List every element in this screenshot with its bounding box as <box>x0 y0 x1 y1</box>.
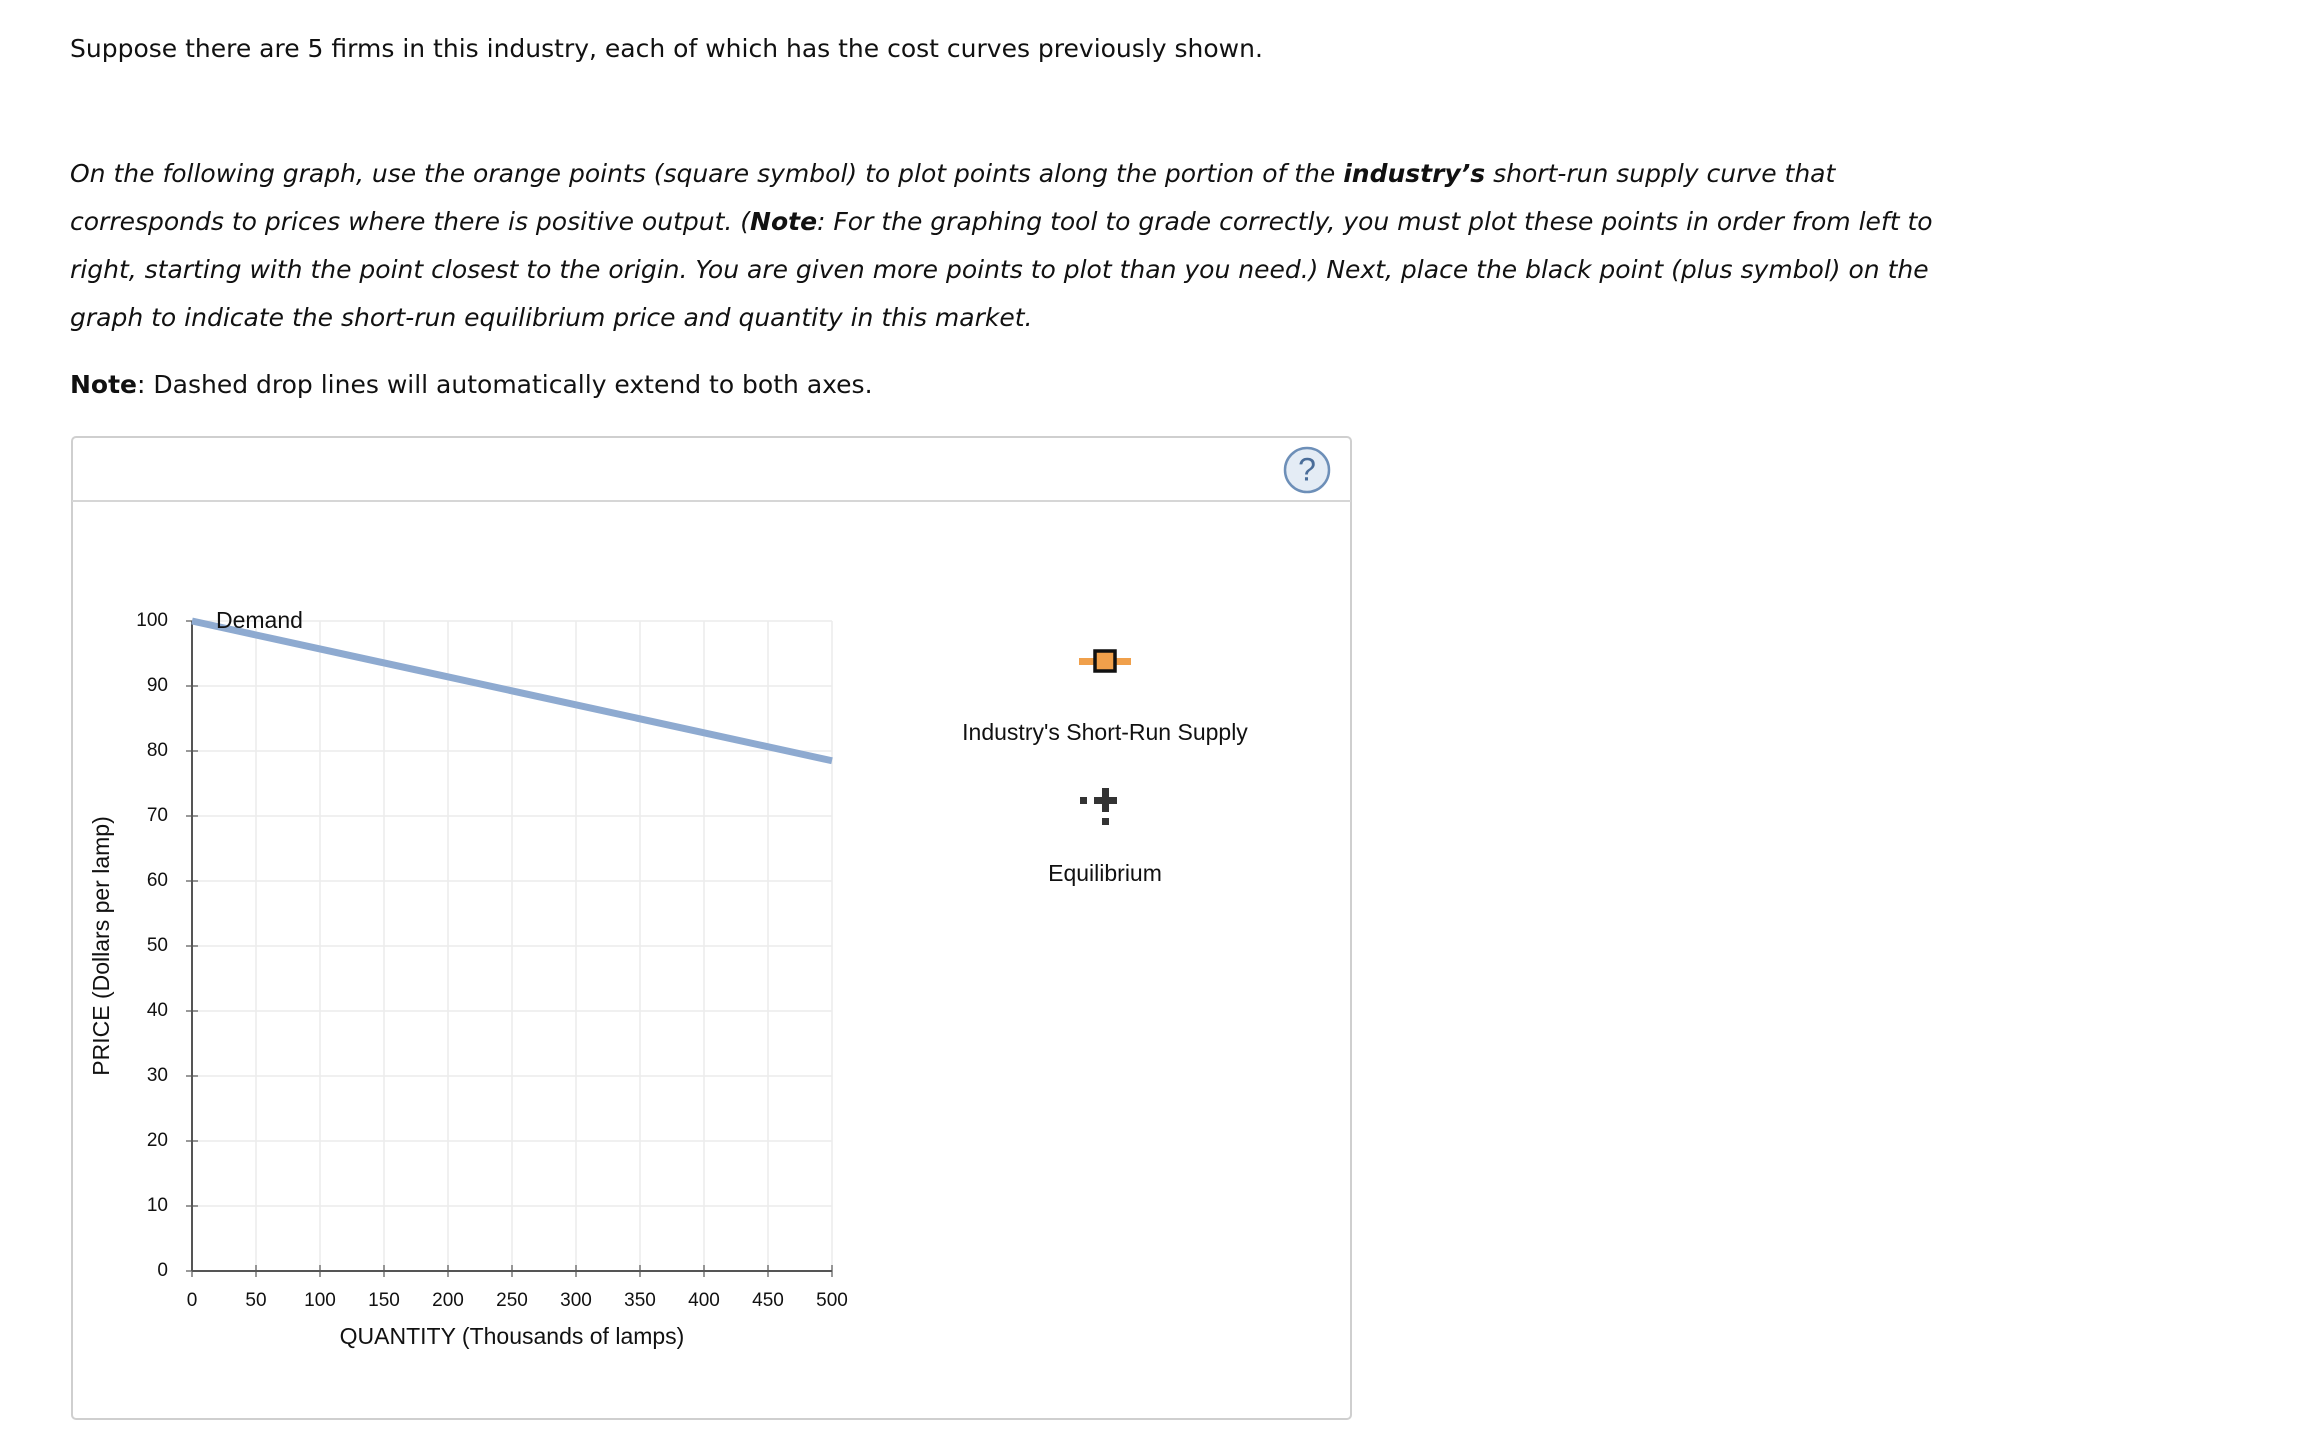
instructions: On the following graph, use the orange p… <box>70 150 1990 342</box>
help-circle[interactable] <box>1283 446 1331 494</box>
tool-label[interactable]: Industry's Short-Run Supply <box>962 719 1248 745</box>
x-tick-label: 150 <box>368 1290 400 1311</box>
x-tick-label: 300 <box>560 1290 592 1311</box>
x-axis-title: QUANTITY (Thousands of lamps) <box>340 1323 685 1349</box>
text: short-run supply curve that corresponds … <box>70 159 1836 236</box>
x-tick-label: 400 <box>688 1290 720 1311</box>
help-button[interactable]: ? <box>1283 446 1331 494</box>
x-tick-label: 250 <box>496 1290 528 1311</box>
demand-curve <box>191 617 833 765</box>
x-tick-label: 0 <box>187 1290 198 1311</box>
tool-frame <box>71 436 1352 1420</box>
y-tick-label: 80 <box>147 740 168 761</box>
help-label[interactable]: ? <box>1298 451 1316 487</box>
text: Note <box>70 370 138 399</box>
text: : Dashed drop lines will automatically e… <box>137 370 873 399</box>
x-tick-label: 50 <box>245 1290 266 1311</box>
note: Note: Dashed drop lines will automatical… <box>70 370 873 399</box>
tool-icon[interactable] <box>1102 818 1109 825</box>
y-tick-label: 100 <box>136 610 168 631</box>
text: industry’s <box>1343 159 1486 188</box>
curve-label: Demand <box>216 607 303 633</box>
text: On the following graph, use the orange p… <box>70 159 1344 188</box>
intro-text: Suppose there are 5 firms in this indust… <box>70 34 1263 63</box>
y-tick-label: 70 <box>147 805 168 826</box>
x-tick-label: 450 <box>752 1290 784 1311</box>
x-tick-label: 350 <box>624 1290 656 1311</box>
text: : For the graphing tool to grade correct… <box>70 207 1933 332</box>
y-tick-label: 30 <box>147 1065 168 1086</box>
tool-label[interactable]: Equilibrium <box>1048 860 1162 886</box>
y-tick-label: 10 <box>147 1195 168 1216</box>
y-tick-label: 40 <box>147 1000 168 1021</box>
text: Note <box>750 207 818 236</box>
y-tick-label: 50 <box>147 935 168 956</box>
y-tick-label: 0 <box>157 1260 168 1281</box>
tool-icon[interactable] <box>1080 797 1087 804</box>
y-tick-label: 90 <box>147 675 168 696</box>
y-axis-title: PRICE (Dollars per lamp) <box>88 816 114 1075</box>
x-tick-label: 100 <box>304 1290 336 1311</box>
x-tick-label: 200 <box>432 1290 464 1311</box>
tool-icon[interactable] <box>1093 649 1117 673</box>
supply-tool[interactable]: Industry's Short-Run Supply <box>962 649 1248 745</box>
equilibrium-tool[interactable]: Equilibrium <box>1048 788 1162 886</box>
tool-icon[interactable] <box>1094 797 1117 804</box>
y-tick-label: 20 <box>147 1130 168 1151</box>
x-tick-label: 500 <box>816 1290 848 1311</box>
y-tick-label: 60 <box>147 870 168 891</box>
